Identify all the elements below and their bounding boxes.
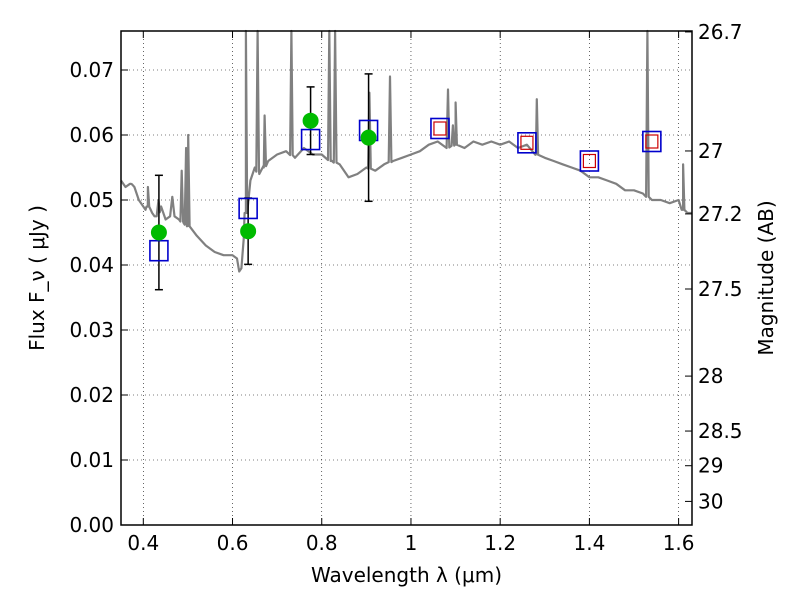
x-axis-label: Wavelength λ (μm) xyxy=(311,563,502,587)
plot-frame xyxy=(120,30,693,526)
y-axis-label-left: Flux F_ν ( μJy ) xyxy=(25,205,49,351)
mag-tick-label: 29 xyxy=(698,454,723,478)
axis-labels: Wavelength λ (μm) Flux F_ν ( μJy ) Magni… xyxy=(25,200,778,587)
x-tick-label: 1.2 xyxy=(484,531,516,555)
observed-points xyxy=(150,112,377,241)
mag-tick-label: 28 xyxy=(698,364,723,388)
y-tick-label: 0.03 xyxy=(69,318,114,342)
model-box-point xyxy=(642,130,662,153)
model-inner-point xyxy=(433,121,447,136)
spectrum-series xyxy=(120,29,692,273)
y-tick-label: 0.01 xyxy=(69,448,114,472)
x-tick-label: 0.8 xyxy=(306,531,338,555)
model-box-point xyxy=(517,132,537,154)
y-tick-label: 0.07 xyxy=(69,58,114,82)
y-tick-label: 0.02 xyxy=(69,383,114,407)
model-inner-point xyxy=(582,153,596,169)
mag-tick-label: 30 xyxy=(698,489,723,513)
mag-tick-label: 26.7 xyxy=(698,20,743,44)
y-axis-label-right: Magnitude (AB) xyxy=(754,200,778,355)
observed-point xyxy=(240,223,257,240)
observed-point xyxy=(150,224,167,241)
mag-tick-label: 27.2 xyxy=(698,202,743,226)
y-tick-label: 0.04 xyxy=(69,253,114,277)
model-box-point xyxy=(300,128,321,151)
axis-ticks: 0.4 0.6 0.8 1 1.2 1.4 1.6 0.00 0.01 0.02 0.03 0.04 0… xyxy=(69,20,742,555)
model-box-point xyxy=(149,239,169,262)
mag-tick-label: 27 xyxy=(698,139,723,163)
mag-tick-label: 27.5 xyxy=(698,277,743,301)
model-box-point xyxy=(430,117,450,140)
observed-point xyxy=(302,112,319,129)
x-tick-label: 0.6 xyxy=(217,531,249,555)
y-tick-label: 0.00 xyxy=(69,513,114,537)
model-points xyxy=(149,117,662,262)
x-tick-label: 1.4 xyxy=(573,531,605,555)
spectrum-line xyxy=(120,29,692,273)
model-box-point xyxy=(579,150,600,172)
model-box-point xyxy=(238,197,258,220)
model-inner-point xyxy=(520,135,534,150)
y-tick-label: 0.05 xyxy=(69,188,114,212)
observed-point xyxy=(360,129,377,146)
mag-tick-label: 28.5 xyxy=(698,419,743,443)
x-tick-label: 0.4 xyxy=(127,531,159,555)
model-inner-point xyxy=(645,134,659,149)
x-tick-label: 1.6 xyxy=(663,531,695,555)
x-tick-label: 1 xyxy=(405,531,418,555)
grid-lines xyxy=(121,31,692,526)
y-tick-label: 0.06 xyxy=(69,123,114,147)
